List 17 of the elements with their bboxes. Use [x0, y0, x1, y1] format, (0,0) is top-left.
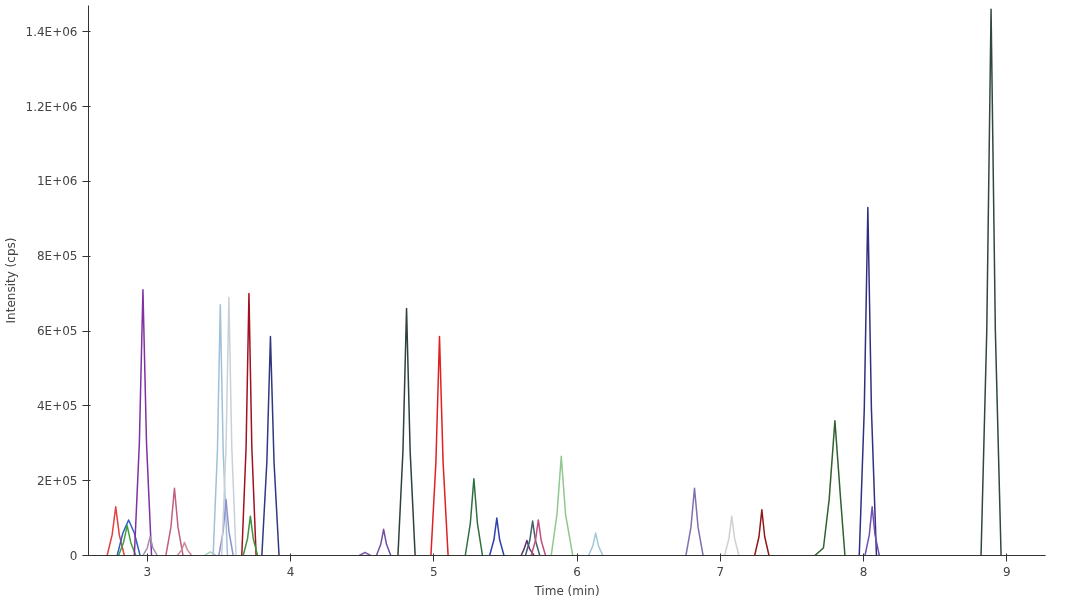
y-tick-label: 6E+05 [36, 324, 78, 339]
y-tick-label: 1E+06 [36, 174, 78, 189]
y-tick-label: 0 [69, 548, 78, 563]
x-tick-label: 6 [573, 564, 581, 579]
x-tick-label: 3 [143, 564, 152, 579]
x-axis-title: Time (min) [533, 583, 600, 598]
x-tick-label: 7 [716, 564, 725, 579]
y-tick-label: 8E+05 [36, 249, 78, 264]
y-tick-label: 2E+05 [36, 473, 78, 488]
y-tick-label: 1.2E+06 [25, 99, 78, 114]
y-tick-label: 4E+05 [36, 398, 78, 413]
x-tick-label: 9 [1003, 564, 1011, 579]
y-axis-title: Intensity (cps) [3, 237, 18, 324]
x-tick-label: 4 [286, 564, 295, 579]
x-tick-label: 5 [429, 564, 438, 579]
y-tick-label: 1.4E+06 [25, 24, 78, 39]
x-tick-label: 8 [859, 564, 868, 579]
